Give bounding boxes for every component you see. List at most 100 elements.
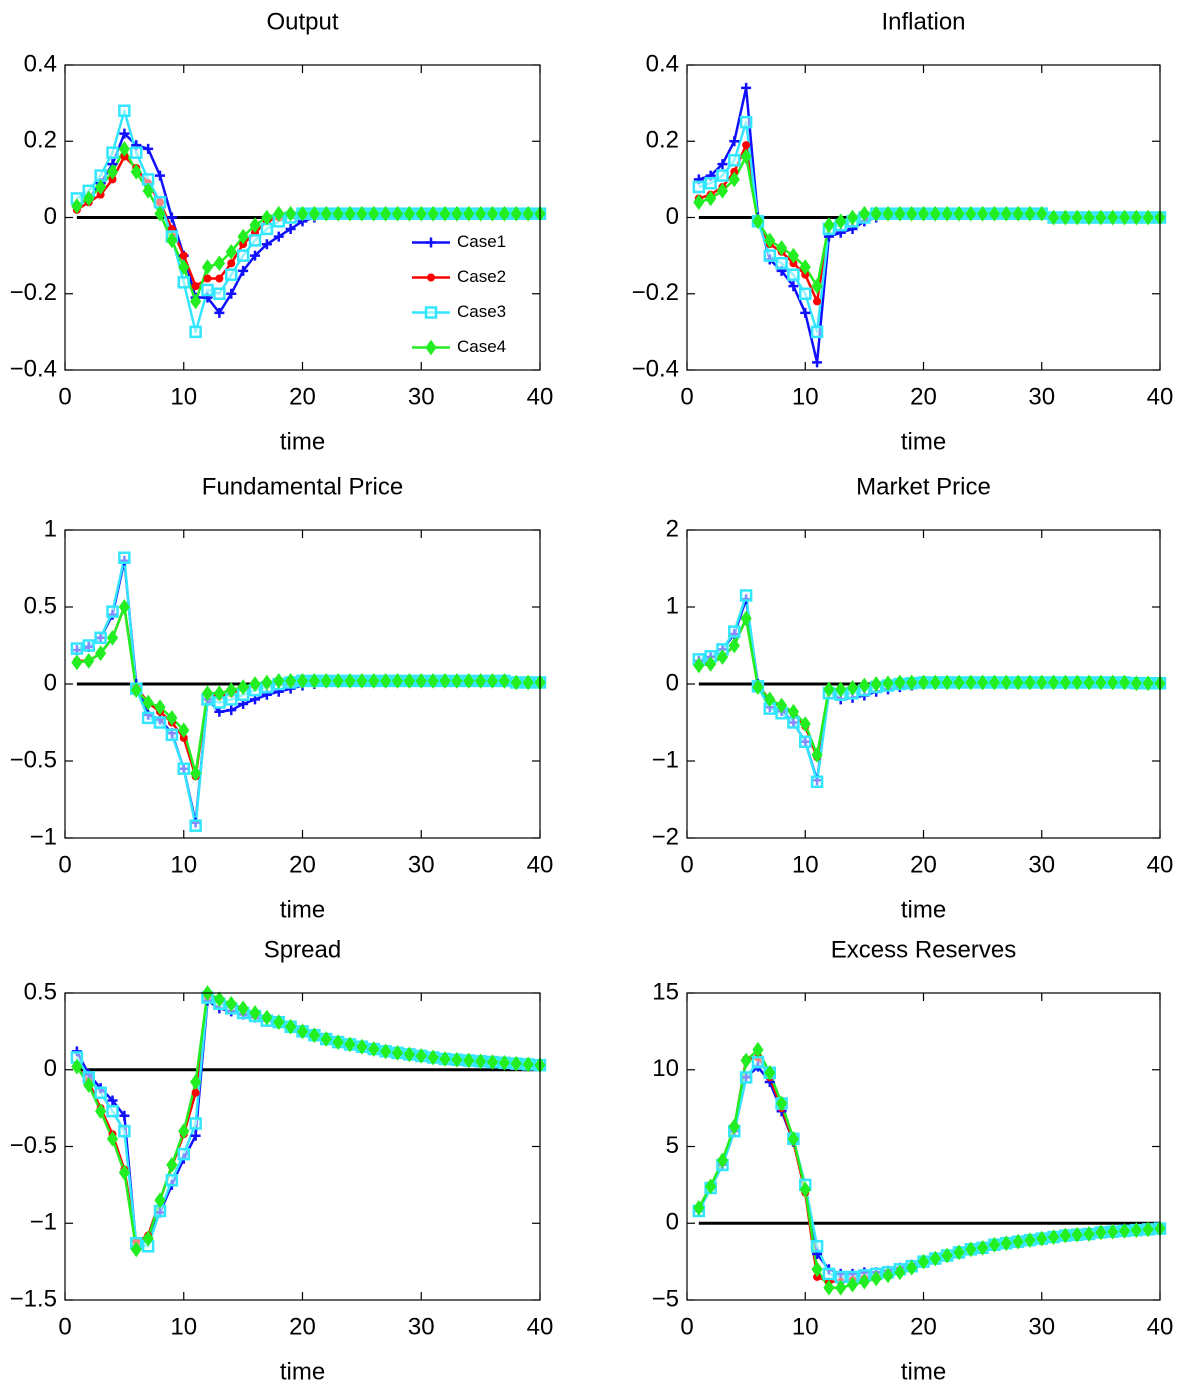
marker xyxy=(332,1034,344,1050)
axes-box xyxy=(686,529,1161,839)
marker xyxy=(1071,209,1083,226)
y-tick-label: 0.4 xyxy=(646,50,679,77)
x-axis-label: time xyxy=(280,428,325,455)
y-tick-label: 0.2 xyxy=(646,127,679,154)
marker xyxy=(332,205,344,222)
marker xyxy=(308,673,320,689)
marker xyxy=(201,283,214,297)
marker xyxy=(201,259,214,275)
axes-box xyxy=(64,64,541,371)
marker xyxy=(977,205,989,222)
y-tick-label: −2 xyxy=(652,823,679,850)
marker xyxy=(261,239,272,250)
y-tick-label: 0 xyxy=(666,1209,679,1236)
marker xyxy=(320,205,332,222)
marker xyxy=(368,673,380,689)
marker xyxy=(153,716,167,729)
subplot-title: Excess Reserves xyxy=(831,936,1016,963)
marker xyxy=(344,205,356,222)
marker xyxy=(728,625,741,638)
marker xyxy=(439,1051,451,1067)
marker xyxy=(130,163,142,180)
y-tick-label: −1 xyxy=(652,746,679,773)
marker xyxy=(427,673,439,689)
marker xyxy=(391,673,404,689)
x-tick-label: 10 xyxy=(170,383,197,410)
x-tick-label: 0 xyxy=(680,851,693,878)
x-tick-label: 0 xyxy=(58,1313,71,1340)
marker xyxy=(285,673,297,689)
marker xyxy=(810,1240,824,1253)
y-tick-label: 0 xyxy=(44,203,57,230)
marker xyxy=(236,249,250,262)
marker xyxy=(142,182,154,199)
marker xyxy=(225,682,237,699)
marker xyxy=(225,243,237,260)
marker xyxy=(917,674,930,691)
marker xyxy=(463,673,475,689)
marker xyxy=(811,1261,823,1278)
marker xyxy=(729,136,740,147)
marker xyxy=(320,673,332,689)
marker xyxy=(226,288,237,299)
marker xyxy=(344,1036,356,1053)
marker xyxy=(810,775,824,789)
marker xyxy=(1107,209,1119,226)
y-tick-label: 10 xyxy=(652,1055,679,1082)
marker xyxy=(813,297,822,306)
marker xyxy=(273,231,284,242)
marker xyxy=(1012,674,1024,691)
marker xyxy=(177,1147,190,1161)
marker xyxy=(1095,1224,1107,1241)
marker xyxy=(1024,205,1036,222)
marker xyxy=(106,163,119,180)
marker xyxy=(799,716,811,732)
marker xyxy=(177,276,190,289)
marker xyxy=(118,1164,130,1181)
subplot: Spread time 0 10 20 30 40 −1.5 −1 −0.5 0 0.5 xyxy=(10,936,554,1385)
marker xyxy=(130,682,142,699)
x-axis-label: time xyxy=(901,428,946,455)
y-tick-label: −0.4 xyxy=(10,355,57,382)
marker xyxy=(835,1279,847,1296)
x-tick-label: 20 xyxy=(289,851,316,878)
marker xyxy=(1024,1232,1036,1249)
marker xyxy=(894,674,906,691)
marker xyxy=(752,679,764,695)
marker xyxy=(846,679,859,696)
y-tick-label: −0.2 xyxy=(632,279,679,306)
marker xyxy=(475,1053,487,1070)
subplot-title: Spread xyxy=(264,936,341,963)
x-tick-label: 20 xyxy=(910,1313,937,1340)
marker xyxy=(1095,674,1107,691)
x-tick-label: 20 xyxy=(289,383,316,410)
marker xyxy=(906,674,918,691)
marker xyxy=(214,307,225,318)
marker xyxy=(799,735,812,748)
legend: Case1 Case2 Case3 Case4 xyxy=(412,232,506,356)
axes-box xyxy=(686,992,1161,1301)
marker xyxy=(846,1276,859,1293)
x-axis-label: time xyxy=(280,1358,325,1385)
marker xyxy=(190,293,202,310)
marker xyxy=(953,1244,965,1261)
marker xyxy=(988,205,1001,222)
marker xyxy=(728,1118,740,1135)
marker xyxy=(740,1052,752,1069)
marker xyxy=(705,190,717,207)
marker xyxy=(1142,675,1154,692)
y-tick-label: −0.5 xyxy=(10,746,57,773)
marker xyxy=(716,1152,729,1169)
y-tick-label: −0.5 xyxy=(10,1132,57,1159)
marker xyxy=(189,819,202,832)
marker xyxy=(94,631,107,645)
marker xyxy=(403,673,415,689)
legend-marker xyxy=(425,339,437,356)
y-tick-label: 0.2 xyxy=(24,127,57,154)
marker xyxy=(83,190,95,207)
marker xyxy=(486,205,499,222)
marker xyxy=(1118,674,1131,691)
marker xyxy=(1130,675,1142,692)
marker xyxy=(451,673,463,689)
marker xyxy=(917,205,930,222)
